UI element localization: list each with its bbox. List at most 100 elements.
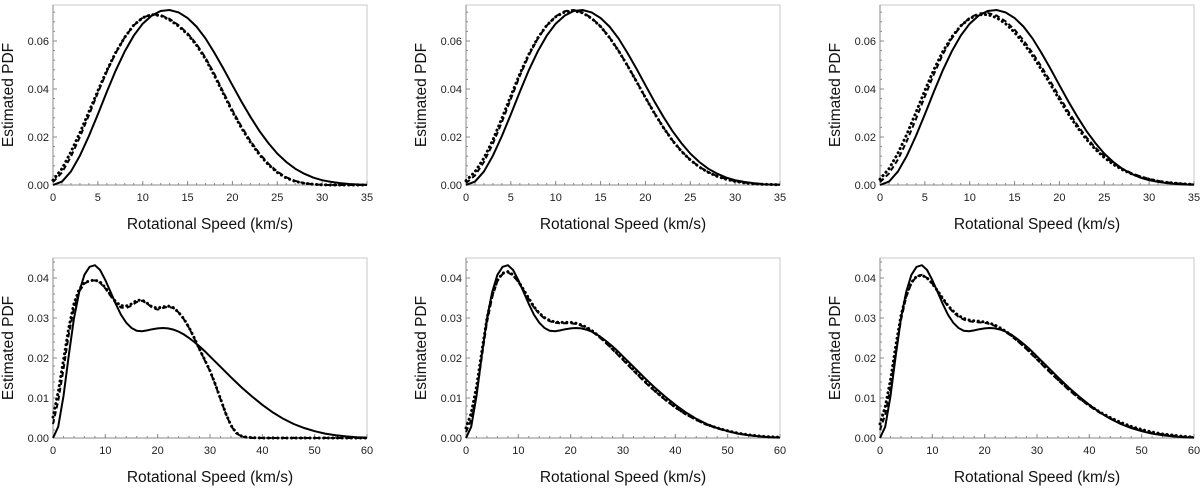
y-tick-label: 0.06 [441,36,462,48]
series-line-estimate-dotted [51,278,369,440]
y-tick-label: 0.00 [855,180,876,192]
y-axis-label: Estimated PDF [413,296,430,400]
x-tick-label: 10 [550,192,562,204]
x-tick-label: 25 [684,192,696,204]
x-tick-label: 0 [50,192,56,204]
x-tick-label: 30 [204,445,216,457]
series-line-estimate-dotted [51,13,369,187]
chart-panel-top-right: 0 5 10 15 20 25 30 35 0.00 0.02 0.04 0.06 Rotational… [827,4,1200,233]
x-tick-label: 60 [1188,445,1200,457]
x-tick-label: 5 [508,192,514,204]
chart-panel-bottom-right: 0 10 20 30 40 50 60 0.00 0.01 0.02 0.03 0.04 Rotatio… [827,257,1200,486]
x-tick-label: 30 [316,192,328,204]
x-tick-label: 30 [1031,445,1043,457]
y-tick-label: 0.02 [855,353,876,365]
y-tick-label: 0.06 [855,36,876,48]
y-axis-label: Estimated PDF [413,43,430,147]
series-line-estimate-dotted [878,13,1196,186]
plot-frame [465,257,781,439]
x-tick-label: 10 [512,445,524,457]
y-tick-label: 0.03 [855,313,876,325]
x-tick-label: 0 [463,192,469,204]
x-tick-label: 5 [922,192,928,204]
y-tick-label: 0.02 [28,132,49,144]
x-tick-label: 0 [50,445,56,457]
x-tick-label: 20 [979,445,991,457]
x-tick-label: 15 [594,192,606,204]
x-axis-label: Rotational Speed (km/s) [127,216,293,233]
plot-frame [52,257,368,439]
y-tick-label: 0.04 [441,84,462,96]
x-axis-label: Rotational Speed (km/s) [954,216,1120,233]
chart-panel-bottom-middle: 0 10 20 30 40 50 60 0.00 0.01 0.02 0.03 0.04 Rotatio… [413,257,786,486]
x-tick-label: 0 [877,192,883,204]
y-tick-label: 0.00 [28,433,49,445]
y-tick-label: 0.03 [28,313,49,325]
x-tick-label: 50 [309,445,321,457]
y-tick-label: 0.02 [855,132,876,144]
y-tick-label: 0.02 [441,132,462,144]
plot-frame [52,4,368,186]
x-tick-label: 40 [669,445,681,457]
x-tick-label: 35 [1188,192,1200,204]
y-tick-label: 0.00 [28,180,49,192]
y-tick-label: 0.04 [28,84,49,96]
plot-frame [879,257,1195,439]
x-tick-label: 20 [226,192,238,204]
y-tick-label: 0.01 [28,393,49,405]
x-tick-label: 20 [639,192,651,204]
chart-panel-bottom-left: 0 10 20 30 40 50 60 0.00 0.01 0.02 0.03 0.04 Rotatio… [0,257,373,486]
x-tick-label: 35 [361,192,373,204]
x-tick-label: 50 [722,445,734,457]
x-tick-label: 50 [1136,445,1148,457]
y-tick-label: 0.02 [28,353,49,365]
y-tick-label: 0.02 [441,353,462,365]
series-line-estimate-dotted [464,9,782,187]
y-tick-label: 0.04 [855,84,876,96]
series-line-estimate-dashed [879,273,1195,439]
x-tick-label: 60 [774,445,786,457]
x-tick-label: 10 [964,192,976,204]
series-line-estimate-dashed [52,279,367,439]
x-tick-label: 20 [152,445,164,457]
series-line-true [465,8,781,186]
y-tick-label: 0.00 [441,433,462,445]
y-axis-label: Estimated PDF [827,43,844,147]
x-axis-label: Rotational Speed (km/s) [127,469,293,486]
x-axis-label: Rotational Speed (km/s) [540,216,706,233]
x-tick-label: 10 [99,445,111,457]
series-line-true [879,8,1195,186]
y-tick-label: 0.01 [855,393,876,405]
x-tick-label: 5 [95,192,101,204]
x-tick-label: 20 [1053,192,1065,204]
x-tick-label: 60 [361,445,373,457]
x-tick-label: 0 [877,445,883,457]
x-axis-label: Rotational Speed (km/s) [540,469,706,486]
x-tick-label: 35 [774,192,786,204]
chart-panel-top-middle: 0 5 10 15 20 25 30 35 0.00 0.02 0.04 0.06 Rotational… [413,4,786,233]
x-axis-label: Rotational Speed (km/s) [954,469,1120,486]
series-line-estimate-dotted [464,269,782,439]
y-axis-label: Estimated PDF [827,296,844,400]
y-axis-label: Estimated PDF [0,43,17,147]
series-line-true [52,8,368,186]
y-tick-label: 0.06 [28,36,49,48]
series-line-true [879,264,1195,439]
y-tick-label: 0.01 [441,393,462,405]
x-tick-label: 20 [565,445,577,457]
x-tick-label: 40 [1083,445,1095,457]
series-line-estimate-dashed [465,8,781,186]
y-axis-label: Estimated PDF [0,296,17,400]
series-line-true [465,264,781,439]
y-tick-label: 0.04 [855,273,876,285]
y-tick-label: 0.00 [855,433,876,445]
x-tick-label: 15 [181,192,193,204]
plot-frame [879,4,1195,186]
x-tick-label: 30 [729,192,741,204]
x-tick-label: 30 [617,445,629,457]
y-tick-label: 0.04 [441,273,462,285]
series-line-true [52,264,368,439]
x-tick-label: 30 [1143,192,1155,204]
x-tick-label: 25 [1098,192,1110,204]
